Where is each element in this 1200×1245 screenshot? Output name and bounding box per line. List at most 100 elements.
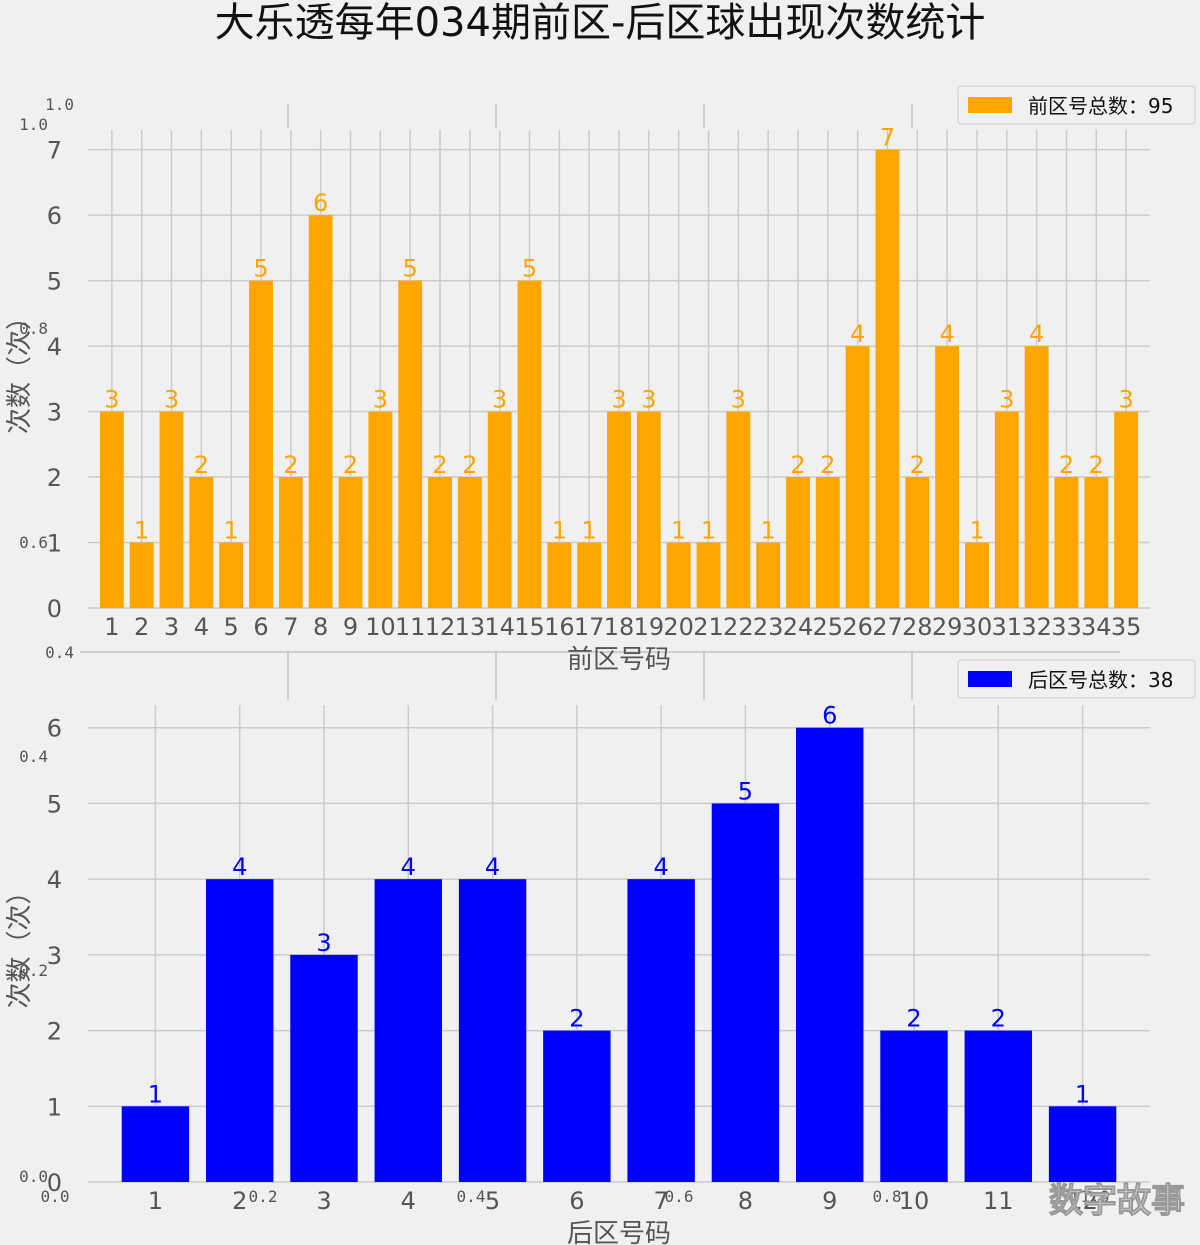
x-tick-label: 32	[1021, 613, 1052, 641]
bar	[487, 411, 512, 608]
bar-value-label: 5	[253, 255, 268, 283]
bar	[880, 1030, 948, 1182]
bar	[577, 542, 602, 608]
x-tick-label: 11	[395, 613, 426, 641]
bar	[905, 477, 930, 608]
x-tick-label: 31	[992, 613, 1023, 641]
y-tick-label: 1	[47, 530, 62, 558]
bar-value-label: 1	[671, 517, 686, 545]
bar	[607, 411, 631, 608]
bar	[398, 280, 423, 608]
bar-value-label: 1	[761, 517, 776, 545]
bar-value-label: 2	[1059, 451, 1074, 479]
x-tick-label: 20	[663, 613, 694, 641]
bar-value-label: 3	[1118, 386, 1133, 414]
x-tick-label: 6	[569, 1187, 584, 1215]
bar	[1114, 411, 1139, 608]
bg-y-tick-label: 0.2	[19, 961, 48, 980]
y-tick-label: 0	[47, 1169, 62, 1197]
bar	[543, 1030, 611, 1182]
y-tick-label: 0	[47, 595, 62, 623]
x-tick-label: 30	[962, 613, 993, 641]
bar	[1054, 477, 1079, 608]
x-tick-label: 10	[365, 613, 396, 641]
bar	[219, 542, 244, 608]
bar	[189, 477, 214, 608]
bar-value-label: 3	[164, 386, 179, 414]
bar	[374, 879, 442, 1182]
y-tick-label: 7	[47, 137, 62, 165]
x-tick-label: 29	[932, 613, 963, 641]
legend: 后区号总数：38	[957, 659, 1196, 699]
bar-value-label: 2	[194, 451, 209, 479]
bar-value-label: 3	[492, 386, 507, 414]
x-tick-label: 26	[842, 613, 873, 641]
bar-value-label: 2	[343, 451, 358, 479]
bg-x-tick-label: 0.4	[457, 1187, 486, 1206]
bar-value-label: 6	[822, 702, 837, 730]
x-tick-label: 9	[343, 613, 358, 641]
bar	[308, 215, 333, 608]
bar	[994, 411, 1019, 608]
background-axis: 0.0 0.2 0.4 0.6 0.8 1.00.00.20.40.60.81.01.00…	[19, 95, 1120, 1206]
x-tick-label: 17	[574, 613, 605, 641]
bar-value-label: 2	[569, 1005, 584, 1033]
bar	[338, 477, 363, 608]
bar-value-label: 1	[969, 517, 984, 545]
bar	[249, 280, 273, 608]
x-tick-label: 5	[224, 613, 239, 641]
y-tick-label: 6	[47, 202, 62, 230]
bar-value-label: 2	[991, 1005, 1006, 1033]
x-tick-label: 15	[514, 613, 545, 641]
bar	[428, 477, 452, 608]
bar	[517, 280, 542, 608]
bar-value-label: 3	[731, 386, 746, 414]
x-tick-label: 33	[1051, 613, 1082, 641]
bar	[636, 411, 661, 608]
bar	[796, 727, 864, 1182]
bar-value-label: 2	[283, 451, 298, 479]
legend-label: 后区号总数：38	[1028, 668, 1173, 692]
bar-value-label: 3	[999, 386, 1014, 414]
bar-value-label: 5	[403, 255, 418, 283]
x-tick-label: 2	[134, 613, 149, 641]
bar-value-label: 4	[940, 320, 955, 348]
bg-y-tick-label: 0.4	[19, 747, 48, 766]
y-tick-label: 2	[47, 464, 62, 492]
x-tick-label: 3	[164, 613, 179, 641]
bar	[875, 149, 900, 608]
x-tick-label: 10	[899, 1187, 930, 1215]
bar	[964, 1030, 1032, 1182]
x-tick-label: 34	[1081, 613, 1112, 641]
x-tick-label: 4	[194, 613, 209, 641]
bg-y-tick-label: 0.8	[19, 319, 48, 338]
bg-y-tick-label: 0.4	[45, 643, 74, 662]
x-axis-label: 前区号码	[567, 645, 671, 675]
bar-value-label: 1	[701, 517, 716, 545]
x-tick-label: 24	[783, 613, 814, 641]
x-tick-label: 27	[872, 613, 903, 641]
y-tick-label: 5	[47, 790, 62, 818]
bar-value-label: 4	[654, 853, 669, 881]
bar	[99, 411, 124, 608]
x-tick-label: 1	[148, 1187, 163, 1215]
bg-x-tick-label: 0.0	[41, 1187, 70, 1206]
y-tick-label: 5	[47, 268, 62, 296]
bar	[1084, 477, 1109, 608]
x-tick-label: 16	[544, 613, 575, 641]
bg-x-tick-label: 0.6	[665, 1187, 694, 1206]
y-tick-label: 4	[47, 333, 62, 361]
y-tick-label: 1	[47, 1093, 62, 1121]
x-tick-label: 35	[1111, 613, 1142, 641]
y-tick-label: 3	[47, 399, 62, 427]
bar	[368, 411, 393, 608]
bar-value-label: 1	[552, 517, 567, 545]
bar	[696, 542, 721, 608]
bg-x-tick-label: 0.8	[873, 1187, 902, 1206]
bar	[206, 879, 274, 1182]
bar-value-label: 4	[401, 853, 416, 881]
bar-value-label: 5	[738, 777, 753, 805]
x-tick-label: 13	[455, 613, 486, 641]
x-tick-label: 8	[738, 1187, 753, 1215]
